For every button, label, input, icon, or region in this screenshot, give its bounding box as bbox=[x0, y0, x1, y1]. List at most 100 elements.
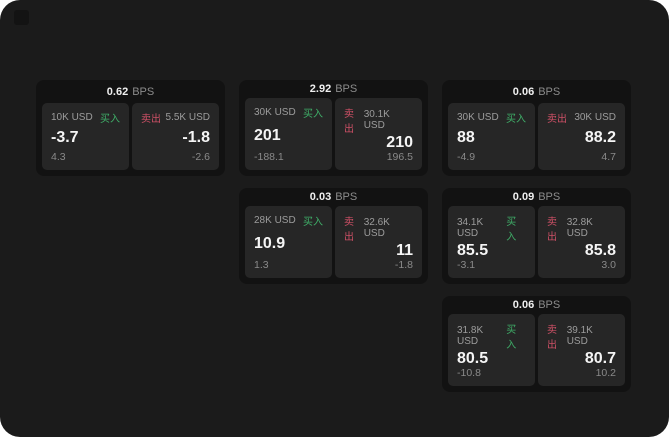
sell-tile[interactable]: 卖出 32.6K USD 11 -1.8 bbox=[335, 206, 422, 278]
sell-price: 85.8 bbox=[584, 242, 616, 259]
quote-tiles: 30K USD 买入 88 -4.9 卖出 30K USD 88.2 4.7 bbox=[442, 103, 631, 176]
app-icon bbox=[14, 10, 29, 25]
sell-amount: 32.6K USD bbox=[363, 217, 390, 239]
buy-delta: -3.1 bbox=[457, 259, 476, 271]
buy-tile[interactable]: 10K USD 买入 -3.7 4.3 bbox=[42, 103, 129, 170]
buy-price: 80.5 bbox=[457, 350, 489, 367]
buy-delta: 4.3 bbox=[51, 151, 66, 163]
sell-tile-top: 卖出 30K USD bbox=[547, 110, 616, 125]
buy-tile-top: 30K USD 买入 bbox=[254, 105, 323, 120]
sell-amount: 39.1K USD bbox=[566, 325, 593, 347]
sell-tile[interactable]: 卖出 32.8K USD 85.8 3.0 bbox=[538, 206, 625, 278]
sell-delta: 196.5 bbox=[386, 151, 413, 163]
sell-side-label: 卖出 bbox=[547, 114, 567, 125]
sell-tile[interactable]: 卖出 5.5K USD -1.8 -2.6 bbox=[132, 103, 219, 170]
sell-amount: 30K USD bbox=[574, 112, 616, 123]
bps-unit-label: BPS bbox=[538, 191, 561, 203]
buy-price: 85.5 bbox=[457, 242, 489, 259]
sell-tile[interactable]: 卖出 30K USD 88.2 4.7 bbox=[538, 103, 625, 170]
buy-delta: -4.9 bbox=[457, 151, 476, 163]
bps-value: 0.09 bbox=[512, 191, 535, 203]
bps-value: 0.06 bbox=[512, 299, 535, 311]
card-header: 0.06 BPS bbox=[442, 296, 631, 314]
sell-delta: -1.8 bbox=[394, 259, 413, 271]
bps-unit-label: BPS bbox=[335, 83, 358, 95]
buy-price: 201 bbox=[254, 126, 281, 144]
sell-tile-top: 卖出 30.1K USD bbox=[344, 105, 413, 135]
sell-delta: 10.2 bbox=[595, 367, 616, 379]
bps-unit-label: BPS bbox=[132, 85, 155, 98]
quote-tiles: 28K USD 买入 10.9 1.3 卖出 32.6K USD 11 -1.8 bbox=[239, 206, 428, 284]
buy-tile[interactable]: 28K USD 买入 10.9 1.3 bbox=[245, 206, 332, 278]
buy-tile[interactable]: 34.1K USD 买入 85.5 -3.1 bbox=[448, 206, 535, 278]
buy-amount: 34.1K USD bbox=[457, 217, 484, 239]
sell-price: -1.8 bbox=[182, 129, 210, 146]
buy-tile-top: 10K USD 买入 bbox=[51, 110, 120, 125]
quote-card: 2.92 BPS 30K USD 买入 201 -188.1 卖出 30.1K … bbox=[239, 80, 428, 176]
sell-tile-top: 卖出 32.8K USD bbox=[547, 213, 616, 243]
bps-value: 0.62 bbox=[106, 85, 129, 98]
buy-side-label: 买入 bbox=[100, 114, 120, 125]
sell-amount: 32.8K USD bbox=[566, 217, 593, 239]
buy-tile[interactable]: 31.8K USD 买入 80.5 -10.8 bbox=[448, 314, 535, 386]
buy-tile[interactable]: 30K USD 买入 88 -4.9 bbox=[448, 103, 535, 170]
sell-tile-top: 卖出 32.6K USD bbox=[344, 213, 413, 243]
quote-card: 0.62 BPS 10K USD 买入 -3.7 4.3 卖出 5.5K USD… bbox=[36, 80, 225, 176]
sell-side-label: 卖出 bbox=[344, 217, 354, 243]
buy-price: -3.7 bbox=[51, 129, 79, 146]
buy-tile[interactable]: 30K USD 买入 201 -188.1 bbox=[245, 98, 332, 170]
buy-side-label: 买入 bbox=[506, 217, 517, 243]
sell-amount: 30.1K USD bbox=[363, 109, 390, 131]
buy-tile-top: 31.8K USD 买入 bbox=[457, 321, 526, 351]
bps-unit-label: BPS bbox=[335, 191, 358, 203]
sell-tile-top: 卖出 39.1K USD bbox=[547, 321, 616, 351]
card-header: 0.03 BPS bbox=[239, 188, 428, 206]
sell-side-label: 卖出 bbox=[141, 114, 161, 125]
sell-price: 210 bbox=[386, 134, 413, 151]
sell-side-label: 卖出 bbox=[344, 109, 354, 135]
quote-tiles: 30K USD 买入 201 -188.1 卖出 30.1K USD 210 1… bbox=[239, 98, 428, 176]
bps-unit-label: BPS bbox=[538, 85, 561, 98]
quote-tiles: 31.8K USD 买入 80.5 -10.8 卖出 39.1K USD 80.… bbox=[442, 314, 631, 392]
sell-side-label: 卖出 bbox=[547, 217, 557, 243]
sell-price: 88.2 bbox=[584, 129, 616, 146]
quote-grid: 0.62 BPS 10K USD 买入 -3.7 4.3 卖出 5.5K USD… bbox=[36, 80, 631, 392]
buy-amount: 31.8K USD bbox=[457, 325, 484, 347]
card-header: 0.62 BPS bbox=[36, 80, 225, 103]
sell-delta: -2.6 bbox=[191, 151, 210, 163]
buy-amount: 10K USD bbox=[51, 112, 93, 123]
sell-tile[interactable]: 卖出 30.1K USD 210 196.5 bbox=[335, 98, 422, 170]
card-header: 0.06 BPS bbox=[442, 80, 631, 103]
quote-card: 0.09 BPS 34.1K USD 买入 85.5 -3.1 卖出 32.8K… bbox=[442, 188, 631, 284]
sell-side-label: 卖出 bbox=[547, 325, 557, 351]
buy-price: 88 bbox=[457, 129, 475, 146]
buy-tile-top: 30K USD 买入 bbox=[457, 110, 526, 125]
quote-card: 0.06 BPS 31.8K USD 买入 80.5 -10.8 卖出 39.1… bbox=[442, 296, 631, 392]
buy-delta: 1.3 bbox=[254, 259, 269, 271]
buy-side-label: 买入 bbox=[303, 109, 323, 120]
buy-delta: -188.1 bbox=[254, 151, 284, 163]
card-header: 2.92 BPS bbox=[239, 80, 428, 98]
buy-amount: 28K USD bbox=[254, 215, 296, 226]
sell-tile[interactable]: 卖出 39.1K USD 80.7 10.2 bbox=[538, 314, 625, 386]
sell-tile-top: 卖出 5.5K USD bbox=[141, 110, 210, 125]
buy-tile-top: 34.1K USD 买入 bbox=[457, 213, 526, 243]
buy-price: 10.9 bbox=[254, 234, 286, 252]
buy-side-label: 买入 bbox=[506, 114, 526, 125]
quote-card: 0.06 BPS 30K USD 买入 88 -4.9 卖出 30K USD 8… bbox=[442, 80, 631, 176]
bps-value: 2.92 bbox=[309, 83, 332, 95]
buy-tile-top: 28K USD 买入 bbox=[254, 213, 323, 228]
buy-side-label: 买入 bbox=[506, 325, 517, 351]
sell-price: 11 bbox=[396, 242, 413, 259]
card-header: 0.09 BPS bbox=[442, 188, 631, 206]
bps-value: 0.06 bbox=[512, 85, 535, 98]
bps-unit-label: BPS bbox=[538, 299, 561, 311]
sell-delta: 3.0 bbox=[601, 259, 616, 271]
buy-amount: 30K USD bbox=[457, 112, 499, 123]
quote-tiles: 10K USD 买入 -3.7 4.3 卖出 5.5K USD -1.8 -2.… bbox=[36, 103, 225, 176]
buy-amount: 30K USD bbox=[254, 107, 296, 118]
sell-price: 80.7 bbox=[584, 350, 616, 367]
quote-tiles: 34.1K USD 买入 85.5 -3.1 卖出 32.8K USD 85.8… bbox=[442, 206, 631, 284]
sell-delta: 4.7 bbox=[601, 151, 616, 163]
